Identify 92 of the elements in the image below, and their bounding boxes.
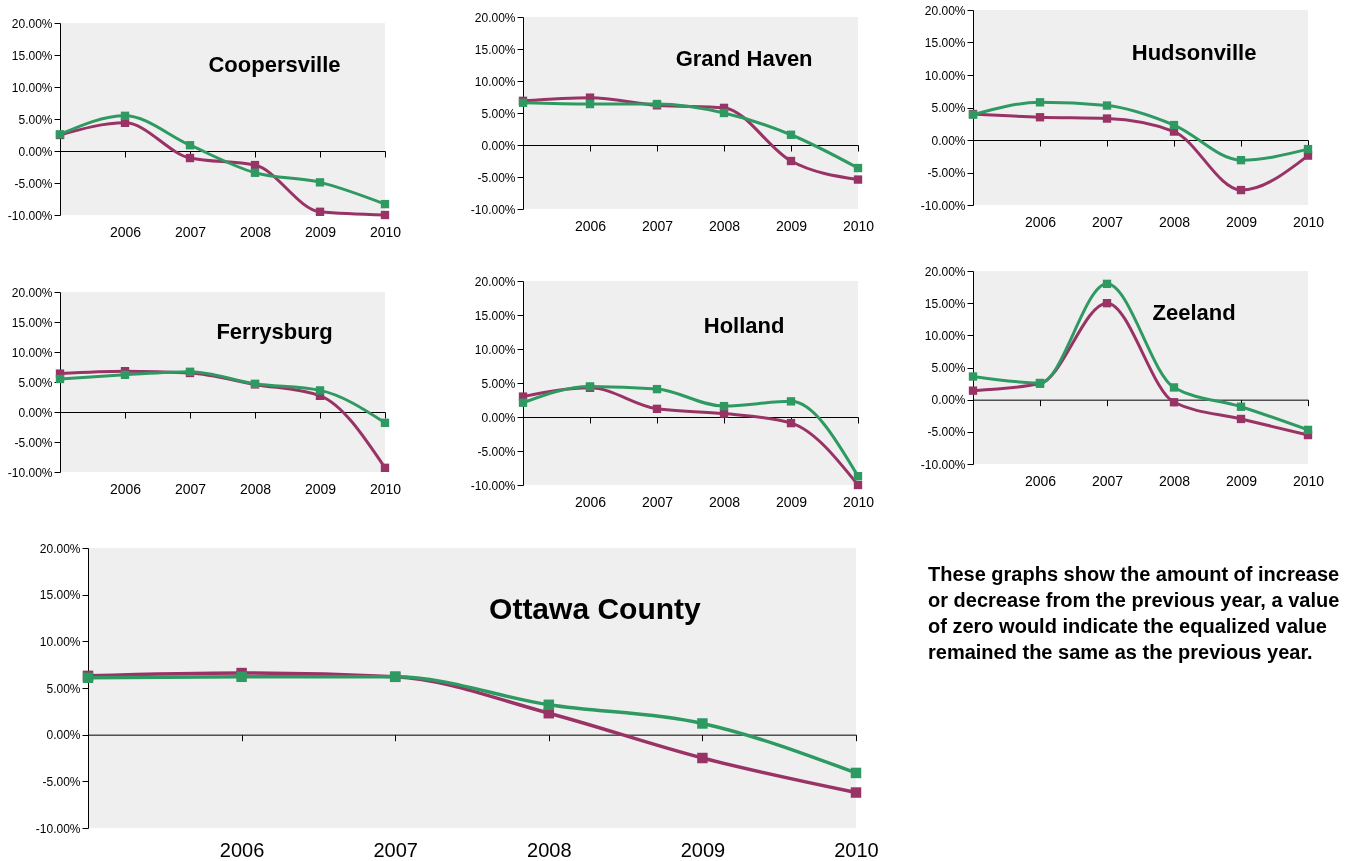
y-tick-label: -5.00% <box>14 176 53 191</box>
y-tick-label: 15.00% <box>924 36 966 50</box>
y-tick-label: 0.00% <box>481 138 516 153</box>
y-tick-label: -10.00% <box>470 202 516 217</box>
y-tick-label: 5.00% <box>931 101 966 115</box>
x-tick-label: 2009 <box>1225 213 1258 230</box>
y-tick-label: 10.00% <box>39 634 81 649</box>
text: Ferrysburg <box>216 318 333 344</box>
y-tick-label: -10.00% <box>7 465 53 480</box>
y-tick-label: 5.00% <box>18 375 53 390</box>
x-tick-label: 2006 <box>574 217 607 234</box>
x-tick-label: 2007 <box>1091 472 1124 489</box>
x-tick-label: 2010 <box>1292 472 1325 489</box>
x-tick-label: 2008 <box>239 223 272 240</box>
y-tick-label: 0.00% <box>931 393 966 408</box>
y-tick-label: 5.00% <box>46 681 81 696</box>
x-tick-label: 2008 <box>1158 213 1191 230</box>
x-tick-label: 2009 <box>775 493 808 510</box>
y-tick-label: 0.00% <box>46 728 81 743</box>
x-tick-label: 2006 <box>109 223 142 240</box>
x-tick-label: 2008 <box>1158 472 1191 489</box>
y-tick-label: 15.00% <box>11 315 53 330</box>
x-tick-label: 2006 <box>219 838 265 861</box>
y-tick-label: 5.00% <box>481 106 516 121</box>
y-tick-label: 20.00% <box>924 264 966 279</box>
y-tick-label: 0.00% <box>18 144 53 159</box>
x-tick-label: 2010 <box>842 493 875 510</box>
y-tick-label: 15.00% <box>39 588 81 603</box>
x-tick-label: 2006 <box>574 493 607 510</box>
y-tick-label: 10.00% <box>11 345 53 360</box>
y-tick-label: -5.00% <box>477 170 516 185</box>
x-tick-label: 2006 <box>1024 213 1057 230</box>
y-tick-label: -10.00% <box>920 198 966 213</box>
x-tick-label: 2006 <box>1024 472 1057 489</box>
y-tick-label: -10.00% <box>7 208 53 223</box>
y-tick-label: 20.00% <box>11 285 53 300</box>
y-tick-label: 20.00% <box>39 541 81 556</box>
y-tick-label: 10.00% <box>924 328 966 343</box>
y-tick-label: -5.00% <box>927 166 966 180</box>
x-tick-label: 2010 <box>369 223 402 240</box>
y-tick-label: -5.00% <box>42 774 81 789</box>
text: Coopersville <box>208 52 341 78</box>
y-tick-label: -10.00% <box>920 457 966 472</box>
y-tick-label: 15.00% <box>11 48 53 63</box>
y-tick-label: 15.00% <box>924 296 966 311</box>
x-tick-label: 2009 <box>304 223 337 240</box>
text: Ottawa County <box>489 591 702 625</box>
x-tick-label: 2009 <box>1225 472 1258 489</box>
y-tick-label: 20.00% <box>11 16 53 31</box>
x-tick-label: 2009 <box>775 217 808 234</box>
y-tick-label: 10.00% <box>474 342 516 357</box>
x-tick-label: 2007 <box>174 223 207 240</box>
y-tick-label: -5.00% <box>927 425 966 440</box>
x-tick-label: 2008 <box>239 480 272 497</box>
text: Hudsonville <box>1131 39 1257 65</box>
text: Holland <box>703 312 785 338</box>
y-tick-label: 15.00% <box>474 308 516 323</box>
y-tick-label: 10.00% <box>11 80 53 95</box>
y-tick-label: -5.00% <box>14 435 53 450</box>
x-tick-label: 2010 <box>842 217 875 234</box>
y-tick-label: 20.00% <box>474 274 516 289</box>
x-tick-label: 2008 <box>708 493 741 510</box>
x-tick-label: 2007 <box>1091 213 1124 230</box>
y-tick-label: -5.00% <box>477 444 516 459</box>
x-tick-label: 2010 <box>834 838 879 861</box>
x-tick-label: 2008 <box>708 217 741 234</box>
x-tick-label: 2006 <box>109 480 142 497</box>
text: Zeeland <box>1152 300 1236 326</box>
x-tick-label: 2007 <box>641 217 674 234</box>
y-tick-label: 20.00% <box>924 3 966 18</box>
text: These graphs show the amount of increase or decrease from the previous year, a value of zero would indicate the equalized value remained the same as the previous year. <box>928 562 1341 665</box>
y-tick-label: 5.00% <box>18 112 53 127</box>
y-tick-label: 15.00% <box>474 42 516 57</box>
y-tick-label: -10.00% <box>35 821 81 836</box>
y-tick-label: 20.00% <box>474 10 516 25</box>
x-tick-label: 2009 <box>680 838 726 861</box>
x-tick-label: 2008 <box>527 838 572 861</box>
y-tick-label: -10.00% <box>470 478 516 493</box>
y-tick-label: 0.00% <box>481 410 516 425</box>
x-tick-label: 2007 <box>373 838 418 861</box>
x-tick-label: 2007 <box>641 493 674 510</box>
y-tick-label: 10.00% <box>474 74 516 89</box>
x-tick-label: 2010 <box>369 480 402 497</box>
y-tick-label: 0.00% <box>931 133 966 148</box>
x-tick-label: 2009 <box>304 480 337 497</box>
y-tick-label: 0.00% <box>18 405 53 420</box>
x-tick-label: 2007 <box>174 480 207 497</box>
y-tick-label: 5.00% <box>481 376 516 391</box>
text: Grand Haven <box>675 46 813 72</box>
x-tick-label: 2010 <box>1292 213 1325 230</box>
y-tick-label: 10.00% <box>924 68 966 83</box>
y-tick-label: 5.00% <box>931 361 966 375</box>
